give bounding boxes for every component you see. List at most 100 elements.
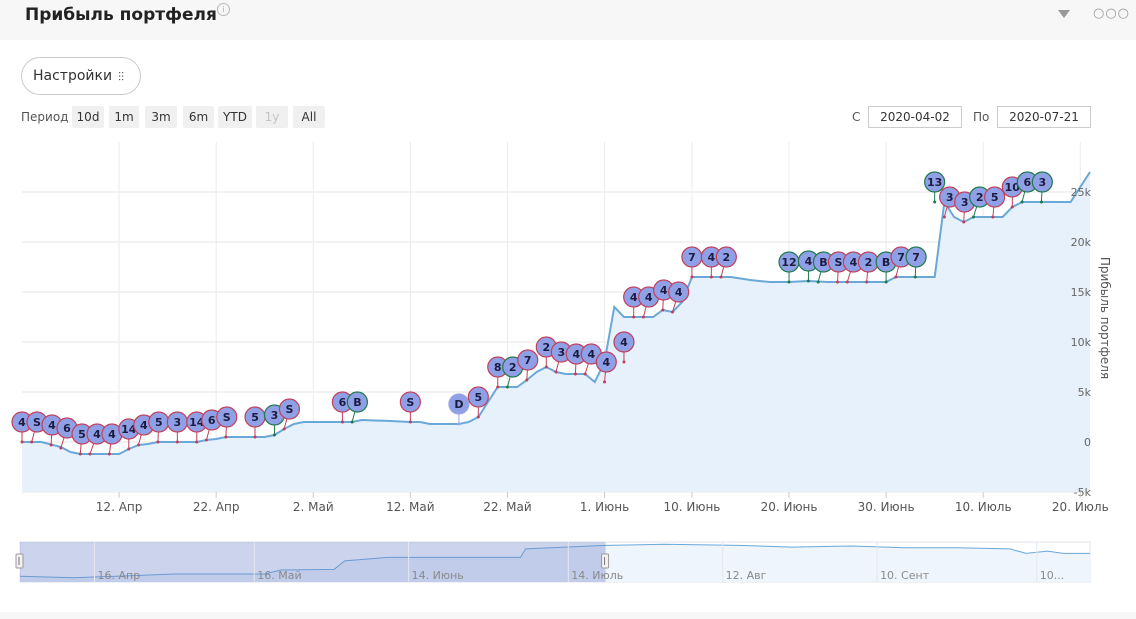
trade-flag-marker[interactable] (467, 386, 489, 408)
range-button-3m[interactable]: 3m (145, 106, 177, 128)
y-tick-label: 25k (1071, 186, 1092, 199)
trade-flag-label: 4 (602, 356, 610, 369)
flag-anchor (544, 365, 548, 369)
flag-anchor (836, 280, 840, 284)
trade-flag-label: 14 (189, 416, 205, 429)
info-icon[interactable]: i (217, 3, 230, 16)
range-button-1y: 1y (256, 106, 288, 128)
trade-flag-marker[interactable] (715, 246, 737, 268)
trade-flag-marker[interactable] (216, 406, 238, 428)
trade-flag-marker[interactable] (668, 281, 690, 303)
flag-anchor (224, 435, 228, 439)
trade-flag-label: 4 (620, 336, 628, 349)
trade-flag-label: 7 (912, 251, 920, 264)
navigator-label: 16. Май (257, 569, 301, 582)
trade-flag-label: 5 (78, 428, 86, 441)
flag-anchor (30, 440, 34, 444)
trade-flag-marker[interactable] (346, 391, 368, 413)
y-tick-label: -5k (1074, 486, 1092, 499)
x-tick-label: 10. Июль (955, 500, 1012, 514)
trade-flag-label: S (33, 416, 41, 429)
y-tick-label: 5k (1078, 386, 1092, 399)
range-button-10d[interactable]: 10d (72, 106, 104, 128)
flag-anchor (127, 447, 131, 451)
navigator-selection[interactable] (20, 542, 606, 582)
widget-header: Прибыль портфеля i ○○○ (0, 0, 1136, 40)
trade-flag-marker[interactable] (984, 186, 1006, 208)
trade-flag-label: B (353, 396, 361, 409)
trade-flag-label: D (454, 398, 463, 411)
trade-flag-marker[interactable] (595, 351, 617, 373)
flag-anchor (709, 275, 713, 279)
ellipsis-icon[interactable]: ○○○ (1093, 6, 1131, 21)
settings-button[interactable]: Настройки ⫶⫶ (21, 57, 141, 95)
flag-anchor (137, 443, 141, 447)
flag-anchor (971, 215, 975, 219)
widget-title: Прибыль портфеля (25, 5, 217, 25)
flag-anchor (671, 310, 675, 314)
trade-flag-marker[interactable] (517, 349, 539, 371)
trade-flag-marker[interactable] (905, 246, 927, 268)
range-button-all[interactable]: All (293, 106, 325, 128)
flag-anchor (272, 433, 276, 437)
trade-flag-label: 6 (208, 414, 216, 427)
trade-flag-label: 5 (991, 191, 999, 204)
flag-anchor (496, 385, 500, 389)
trade-flag-marker[interactable] (448, 393, 470, 415)
trade-flag-marker[interactable] (1031, 171, 1053, 193)
trade-flag-label: 13 (927, 176, 942, 189)
y-tick-label: 10k (1071, 336, 1092, 349)
range-button-6m[interactable]: 6m (183, 106, 214, 128)
navigator-line (19, 543, 1090, 579)
trade-flag-marker[interactable] (399, 391, 421, 413)
trade-flag-label: 4 (18, 416, 26, 429)
flag-anchor (865, 280, 869, 284)
flag-anchor (1039, 200, 1043, 204)
trade-flag-label: 3 (961, 196, 969, 209)
trade-flag-label: 14 (121, 423, 137, 436)
flag-anchor (933, 200, 937, 204)
range-button-ytd[interactable]: YTD (218, 106, 252, 128)
trade-flag-marker[interactable] (613, 331, 635, 353)
flag-anchor (49, 443, 53, 447)
flag-anchor (253, 435, 257, 439)
triangle-down-icon[interactable] (1058, 10, 1070, 18)
trade-flag-label: 4 (140, 419, 148, 432)
trade-flag-label: 2 (723, 251, 731, 264)
trade-flag-label: 4 (587, 348, 595, 361)
trade-flag-label: 10 (1005, 181, 1021, 194)
flag-anchor (787, 280, 791, 284)
trade-flag-label: S (834, 256, 842, 269)
trade-flag-label: 7 (897, 251, 905, 264)
flag-anchor (408, 420, 412, 424)
to-date-input[interactable]: 2020-07-21 (997, 106, 1091, 128)
trade-flag-marker[interactable] (278, 398, 301, 420)
range-button-1m[interactable]: 1m (109, 106, 139, 128)
x-tick-label: 30. Июнь (858, 500, 915, 514)
from-date-input[interactable]: 2020-04-02 (868, 106, 962, 128)
flag-anchor (641, 315, 645, 319)
flag-anchor (991, 215, 995, 219)
trade-flag-label: 2 (509, 361, 517, 374)
trade-flag-label: 2 (865, 256, 873, 269)
trade-flag-label: S (285, 403, 293, 416)
flag-anchor (942, 215, 946, 219)
trade-flag-label: 3 (174, 416, 182, 429)
navigator-label: 14. Июль (571, 569, 623, 582)
flag-anchor (107, 452, 111, 456)
flag-anchor (88, 452, 92, 456)
period-label: Период (21, 110, 69, 124)
settings-label: Настройки (33, 68, 113, 84)
trade-flag-marker[interactable] (924, 171, 946, 193)
x-tick-label: 20. Июнь (761, 500, 818, 514)
flag-anchor (806, 279, 810, 283)
flag-anchor (622, 360, 626, 364)
flag-anchor (719, 275, 723, 279)
trade-flag-label: S (406, 396, 414, 409)
flag-anchor (505, 385, 509, 389)
trade-flag-label: 3 (1038, 176, 1046, 189)
navigator-label: 10. Сент (880, 569, 930, 582)
trade-flag-label: 3 (271, 409, 279, 422)
navigator-label: 16. Апр (98, 569, 141, 582)
flag-anchor (690, 275, 694, 279)
